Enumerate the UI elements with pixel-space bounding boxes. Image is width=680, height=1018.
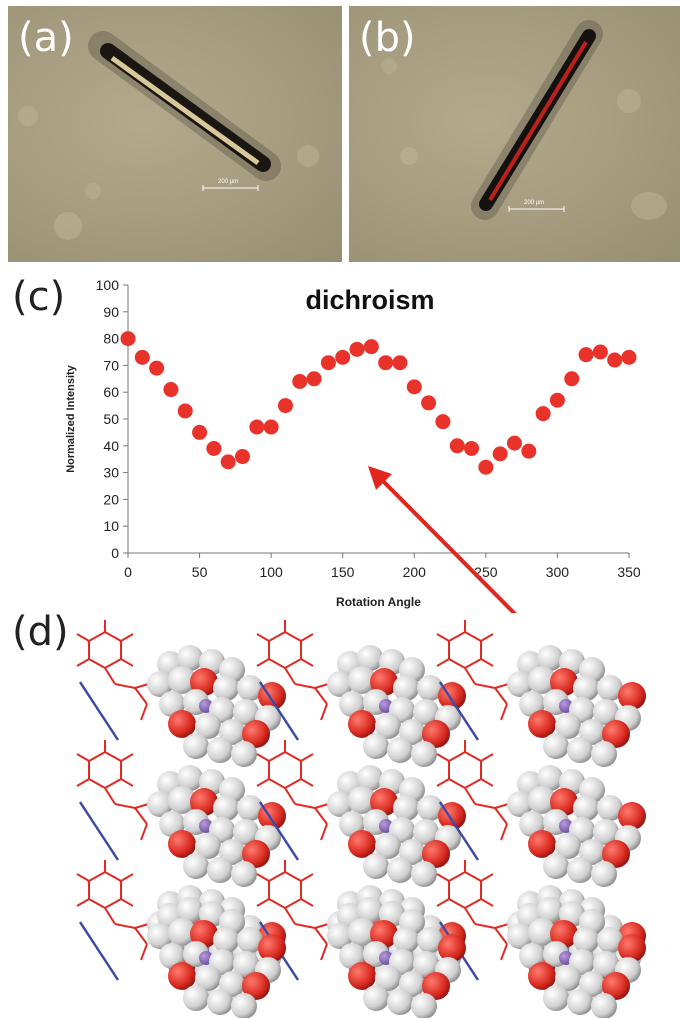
x-tick-label: 200 — [403, 564, 427, 580]
data-point — [521, 443, 537, 459]
molecular-axis-line — [78, 921, 120, 981]
y-tick-label: 80 — [103, 331, 119, 347]
x-tick-label: 50 — [192, 564, 208, 580]
molecular-axis-line — [258, 801, 300, 861]
space-filling-molecule — [327, 897, 466, 1018]
data-point — [363, 339, 379, 355]
data-point — [206, 440, 222, 456]
molecular-axis-line — [438, 801, 480, 861]
phenyl-fragment — [76, 859, 156, 961]
y-tick-label: 70 — [103, 357, 119, 373]
y-tick-label: 90 — [103, 304, 119, 320]
y-tick-label: 40 — [103, 438, 119, 454]
phenyl-fragment — [76, 739, 156, 841]
data-points — [120, 331, 637, 475]
data-point — [292, 373, 308, 389]
data-point — [406, 379, 422, 395]
dichroism-chart: dichroism 0 10 20 30 40 50 60 70 80 90 100 0 50 100 1… — [65, 277, 641, 613]
data-point — [120, 331, 136, 347]
scalebar-label-b: 200 μm — [524, 200, 545, 206]
data-point — [249, 419, 265, 435]
space-filling-molecule — [507, 765, 646, 887]
space-filling-molecule — [327, 645, 466, 767]
data-point — [449, 438, 465, 454]
data-point — [320, 355, 336, 371]
data-point — [421, 395, 437, 411]
panel-label-a: (a) — [18, 15, 74, 61]
data-point — [492, 446, 508, 462]
y-tick-label: 50 — [103, 411, 119, 427]
data-point — [549, 392, 565, 408]
panel-label-c: (c) — [12, 274, 66, 320]
molecular-axis-line — [78, 801, 120, 861]
data-point — [220, 454, 236, 470]
y-tick-label: 60 — [103, 384, 119, 400]
data-point — [192, 424, 208, 440]
data-point — [163, 382, 179, 398]
y-tick-label: 10 — [103, 518, 119, 534]
data-point — [592, 344, 608, 360]
crystal-a-image — [18, 31, 319, 240]
space-filling-molecule — [507, 897, 646, 1018]
panel-label-d: (d) — [12, 609, 69, 655]
data-point — [378, 355, 394, 371]
data-point — [564, 371, 580, 387]
micrograph-a: (a) 200 μm — [8, 6, 342, 262]
annotation-arrowhead — [368, 466, 392, 490]
space-filling-molecule — [147, 765, 286, 887]
y-tick-label: 20 — [103, 491, 119, 507]
data-point — [578, 347, 594, 363]
micrograph-b: (b) 200 μm — [349, 6, 680, 262]
chart-title: dichroism — [305, 285, 434, 315]
data-point — [149, 360, 165, 376]
molecular-axis-line — [438, 681, 480, 741]
data-point — [478, 459, 494, 475]
data-point — [306, 371, 322, 387]
data-point — [277, 398, 293, 414]
space-filling-molecule — [327, 765, 466, 887]
x-axis: 0 50 100 150 200 250 300 350 — [124, 552, 641, 580]
y-tick-label: 100 — [96, 277, 120, 293]
x-tick-label: 0 — [124, 564, 132, 580]
data-point — [535, 406, 551, 422]
phenyl-fragment — [76, 619, 156, 721]
molecular-axis-line — [258, 681, 300, 741]
data-point — [263, 419, 279, 435]
scalebar-label-a: 200 μm — [218, 179, 239, 185]
data-point — [235, 449, 251, 465]
data-point — [506, 435, 522, 451]
data-point — [621, 349, 637, 365]
x-axis-label: Rotation Angle — [336, 595, 421, 609]
y-axis-label: Normalized Intensity — [65, 364, 77, 472]
crystal-packing-diagram — [76, 619, 646, 1018]
y-tick-label: 30 — [103, 465, 119, 481]
data-point — [607, 352, 623, 368]
y-axis: 0 10 20 30 40 50 60 70 80 90 100 — [96, 277, 129, 561]
space-filling-molecule — [507, 645, 646, 767]
x-tick-label: 300 — [546, 564, 570, 580]
crystal-b-image — [381, 20, 667, 220]
panel-label-b: (b) — [359, 15, 416, 61]
annotation-arrow — [376, 474, 517, 613]
molecular-axis-line — [78, 681, 120, 741]
x-tick-label: 150 — [331, 564, 355, 580]
data-point — [464, 440, 480, 456]
data-point — [392, 355, 408, 371]
data-point — [349, 341, 365, 357]
x-tick-label: 100 — [259, 564, 283, 580]
x-tick-label: 350 — [617, 564, 641, 580]
space-filling-molecule — [147, 897, 286, 1018]
data-point — [335, 349, 351, 365]
data-point — [435, 414, 451, 430]
data-point — [177, 403, 193, 419]
space-filling-molecule — [147, 645, 286, 767]
data-point — [134, 349, 150, 365]
y-tick-label: 0 — [111, 545, 119, 561]
